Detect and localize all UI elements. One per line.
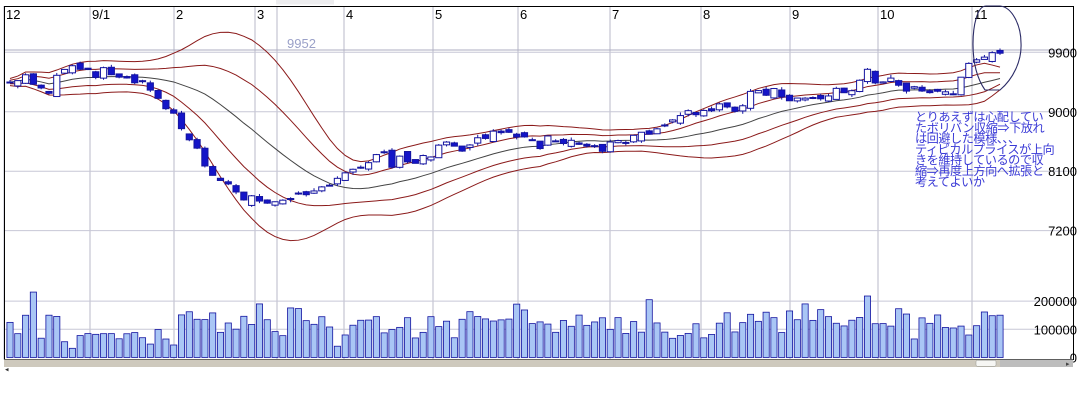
- svg-text:9: 9: [792, 7, 799, 22]
- svg-text:▸: ▸: [1066, 361, 1070, 368]
- svg-text:9000: 9000: [1048, 105, 1077, 120]
- svg-text:考えてよいか: 考えてよいか: [915, 175, 985, 189]
- svg-text:4: 4: [346, 7, 353, 22]
- svg-text:7200: 7200: [1048, 224, 1077, 239]
- svg-text:100000: 100000: [1034, 322, 1077, 337]
- svg-text:5: 5: [435, 7, 442, 22]
- svg-text:12: 12: [6, 7, 20, 22]
- svg-text:9952: 9952: [287, 36, 316, 51]
- svg-text:◂: ◂: [5, 367, 9, 374]
- svg-text:9900: 9900: [1048, 45, 1077, 60]
- svg-text:9/1: 9/1: [92, 7, 110, 22]
- svg-text:10: 10: [880, 7, 894, 22]
- svg-text:8: 8: [703, 7, 710, 22]
- svg-text:200000: 200000: [1034, 294, 1077, 309]
- svg-text:3: 3: [257, 7, 264, 22]
- svg-text:8100: 8100: [1048, 164, 1077, 179]
- svg-text:7: 7: [612, 7, 619, 22]
- svg-text:2: 2: [176, 7, 183, 22]
- svg-text:6: 6: [520, 7, 527, 22]
